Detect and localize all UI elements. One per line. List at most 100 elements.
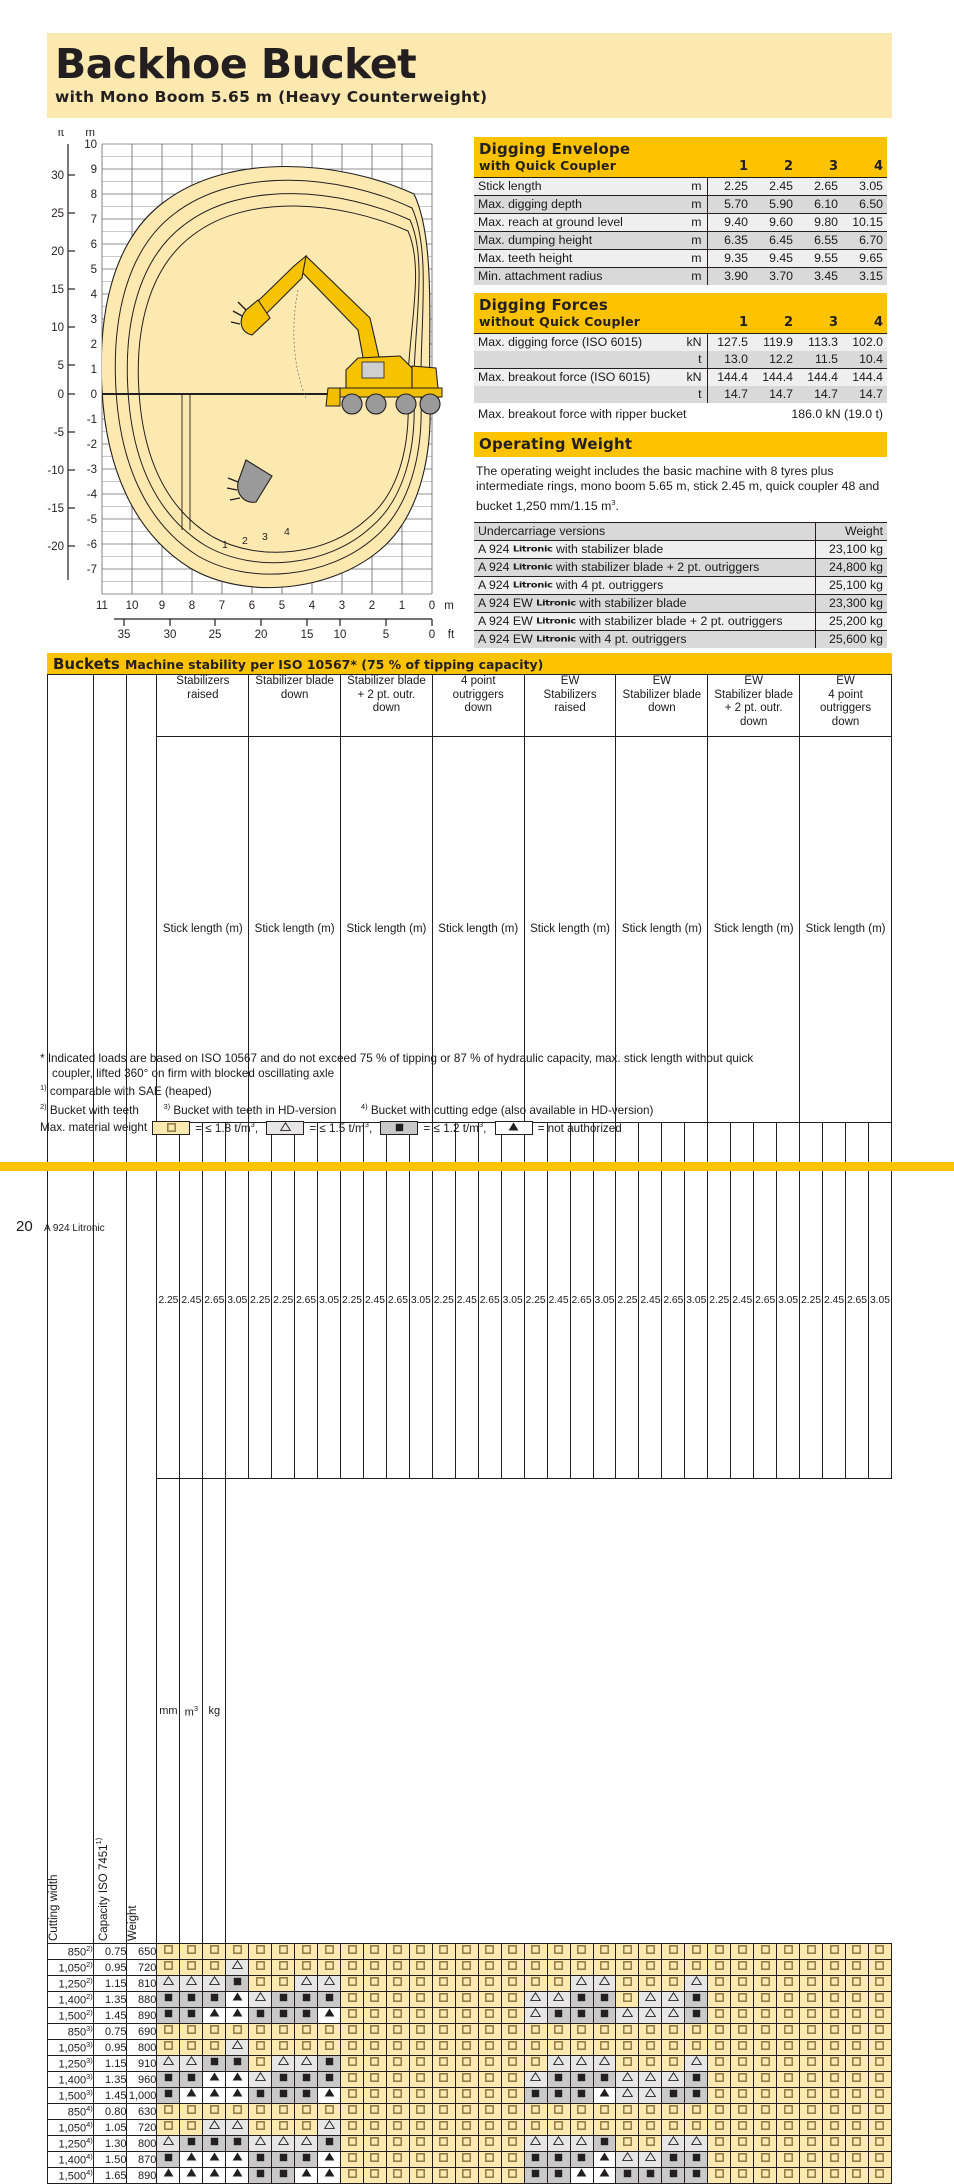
stability-cell [708, 1944, 731, 1960]
symbol-open-square [830, 1944, 839, 1959]
weight-value: 25,200 kg [815, 613, 887, 631]
stability-cell [295, 2008, 318, 2024]
svg-text:-7: -7 [87, 564, 97, 576]
symbol-open-triangle [255, 1992, 266, 2007]
stability-cell [318, 2056, 341, 2072]
symbol-open-square [485, 2024, 494, 2039]
svg-text:20: 20 [51, 246, 64, 258]
stability-cell [478, 2040, 501, 2056]
symbol-open-square [393, 1944, 402, 1959]
stability-cell [868, 2072, 891, 2088]
stability-cell [754, 2008, 777, 2024]
legend-swatch [380, 1121, 418, 1135]
stability-cell [662, 2024, 685, 2040]
stability-cell [272, 1960, 295, 1976]
symbol-open-square [393, 2008, 402, 2023]
bucket-cutting-width: 1,4004) [48, 2152, 94, 2168]
stability-cell [685, 2088, 708, 2104]
stability-cell [363, 2008, 386, 2024]
symbol-open-square [416, 2008, 425, 2023]
stability-cell [386, 1944, 409, 1960]
stability-cell [249, 2072, 272, 2088]
stability-cell [800, 1960, 823, 1976]
stability-cell [823, 2168, 846, 2184]
stability-cell [662, 2120, 685, 2136]
stability-cell [432, 2008, 455, 2024]
stability-cell [409, 1944, 432, 1960]
col-num-1: 1 [703, 315, 748, 330]
stability-cell [157, 2072, 180, 2088]
symbol-open-square [370, 2168, 379, 2183]
stability-cell [478, 2072, 501, 2088]
stability-cell [501, 2168, 524, 2184]
stability-cell [363, 2168, 386, 2184]
symbol-open-square [348, 2088, 357, 2103]
stability-cell [777, 2056, 800, 2072]
symbol-open-square [233, 2024, 242, 2039]
stability-cell [226, 2104, 249, 2120]
stability-cell [823, 2104, 846, 2120]
symbol-open-square [669, 2056, 678, 2071]
footnote-3-mark: 3) [163, 1102, 170, 1111]
symbol-filled-square [279, 2152, 288, 2167]
symbol-open-square [807, 2008, 816, 2023]
stability-cell [708, 2072, 731, 2088]
symbol-filled-square [187, 2008, 196, 2023]
stability-cell [272, 2104, 295, 2120]
stability-cell [800, 2104, 823, 2120]
symbol-open-triangle [232, 2120, 243, 2135]
stability-cell [341, 1944, 364, 1960]
symbol-open-square [830, 2120, 839, 2135]
stability-cell [685, 2152, 708, 2168]
symbol-filled-square [531, 2152, 540, 2167]
stability-cell [570, 1960, 593, 1976]
stability-cell [272, 2024, 295, 2040]
undercarriage-version: A 924 Litronic with stabilizer blade [474, 541, 815, 559]
symbol-open-square [646, 2104, 655, 2119]
stick-length-value: 2.25 [524, 1122, 547, 1478]
stability-cell [846, 1944, 869, 1960]
stability-cell [272, 2120, 295, 2136]
symbol-open-square [830, 2136, 839, 2151]
buckets-header: Buckets Machine stability per ISO 10567*… [47, 653, 892, 674]
stability-cell [868, 1960, 891, 1976]
symbol-open-square [508, 2008, 517, 2023]
symbol-open-square [807, 1960, 816, 1975]
stability-cell [363, 2152, 386, 2168]
stability-cell [731, 1992, 754, 2008]
digging-forces-header: Digging Forces without Quick Coupler 1 2… [474, 293, 887, 333]
row-unit: m [679, 250, 707, 268]
stability-cell [685, 2168, 708, 2184]
row-value: 3.15 [842, 268, 887, 286]
symbol-open-square [875, 2040, 884, 2055]
symbol-open-triangle [530, 1992, 541, 2007]
stability-cell [754, 2152, 777, 2168]
symbol-open-square [256, 2040, 265, 2055]
footnote-4-mark: 4) [361, 1102, 368, 1111]
footnote-3-text: Bucket with teeth in HD-version [173, 1104, 336, 1117]
symbol-open-square [210, 2024, 219, 2039]
symbol-open-triangle [668, 2136, 679, 2151]
svg-text:30: 30 [164, 629, 177, 640]
stability-cell [157, 2168, 180, 2184]
stability-cell [478, 2104, 501, 2120]
symbol-open-square [784, 1992, 793, 2007]
stability-cell [639, 1944, 662, 1960]
symbol-filled-triangle [209, 2072, 220, 2087]
symbol-open-square [508, 1960, 517, 1975]
symbol-filled-square [233, 2056, 242, 2071]
stability-cell [846, 2120, 869, 2136]
stability-cell [409, 1976, 432, 1992]
stability-cell [800, 2152, 823, 2168]
symbol-filled-square [302, 1992, 311, 2007]
symbol-open-square [807, 2024, 816, 2039]
stability-cell [593, 2152, 616, 2168]
stability-cell [777, 1944, 800, 1960]
symbol-open-square [600, 2104, 609, 2119]
stability-cell [524, 1992, 547, 2008]
symbol-open-triangle [645, 2008, 656, 2023]
stability-cell [593, 1976, 616, 1992]
symbol-open-square [325, 2104, 334, 2119]
